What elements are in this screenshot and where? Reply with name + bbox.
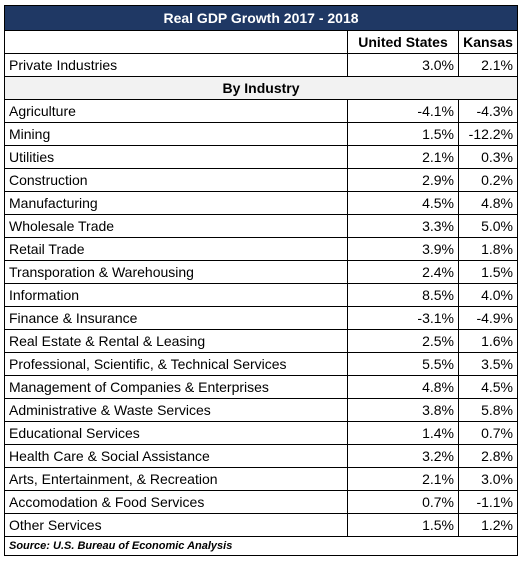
industry-row: Manufacturing 4.5% 4.8%	[4, 191, 519, 215]
value-cell: 1.2%	[457, 513, 519, 537]
industry-row: Utilities 2.1% 0.3%	[4, 145, 519, 169]
row-label: Wholesale Trade	[4, 214, 348, 238]
source: Source: U.S. Bureau of Economic Analysis	[3, 536, 519, 556]
industry-row: Educational Services 1.4% 0.7%	[4, 421, 519, 445]
row-label: Real Estate & Rental & Leasing	[4, 329, 348, 353]
value-cell: 8.5%	[347, 283, 459, 307]
row-label: Information	[4, 283, 348, 307]
value-cell: 3.2%	[347, 444, 459, 468]
industry-row: Management of Companies & Enterprises 4.8…	[4, 375, 519, 399]
value-cell: 3.5%	[457, 352, 519, 376]
value-cell: 1.5%	[347, 122, 459, 146]
value-cell: -4.9%	[457, 306, 519, 330]
value-cell: 0.3%	[457, 145, 519, 169]
industry-row: Finance & Insurance -3.1% -4.9%	[4, 306, 519, 330]
row-label: Accomodation & Food Services	[4, 490, 348, 514]
row-label: Health Care & Social Assistance	[4, 444, 348, 468]
row-label: Finance & Insurance	[4, 306, 348, 330]
row-label: Private Industries	[4, 53, 348, 77]
value-cell: 4.5%	[457, 375, 519, 399]
row-label: Transporation & Warehousing	[4, 260, 348, 284]
header-cell: United States	[347, 30, 459, 54]
row-label: Other Services	[4, 513, 348, 537]
industry-row: Administrative & Waste Services 3.8% 5.8%	[4, 398, 519, 422]
title-row: Real GDP Growth 2017 - 2018	[3, 5, 519, 31]
header-cell: Kansas	[457, 30, 519, 54]
industry-row: Professional, Scientific, & Technical Se…	[4, 352, 519, 376]
value-cell: 0.7%	[347, 490, 459, 514]
value-cell: -1.1%	[457, 490, 519, 514]
value-cell: 0.2%	[457, 168, 519, 192]
value-cell: 1.4%	[347, 421, 459, 445]
row-label: Manufacturing	[4, 191, 348, 215]
value-cell: 2.1%	[347, 467, 459, 491]
value-cell: -4.3%	[457, 99, 519, 123]
industry-row: Other Services 1.5% 1.2%	[4, 513, 519, 537]
source-row: Source: U.S. Bureau of Economic Analysis	[3, 536, 519, 556]
section-row: By Industry	[3, 76, 519, 100]
value-cell: -4.1%	[347, 99, 459, 123]
industry-row: Mining 1.5% -12.2%	[4, 122, 519, 146]
value-cell: 0.7%	[457, 421, 519, 445]
value-cell: 3.8%	[347, 398, 459, 422]
value-cell: 1.6%	[457, 329, 519, 353]
row-label: Educational Services	[4, 421, 348, 445]
industry-row: Agriculture -4.1% -4.3%	[4, 99, 519, 123]
row-label: Agriculture	[4, 99, 348, 123]
value-cell: 3.3%	[347, 214, 459, 238]
industry-row: Arts, Entertainment, & Recreation 2.1% 3.0…	[4, 467, 519, 491]
value-cell: 2.4%	[347, 260, 459, 284]
industry-row: Health Care & Social Assistance 3.2% 2.8%	[4, 444, 519, 468]
row-label: Management of Companies & Enterprises	[4, 375, 348, 399]
value-cell: 2.5%	[347, 329, 459, 353]
value-cell: 3.0%	[347, 53, 459, 77]
row-label: Retail Trade	[4, 237, 348, 261]
value-cell: 5.5%	[347, 352, 459, 376]
value-cell: 3.9%	[347, 237, 459, 261]
header-row: United States Kansas	[4, 30, 519, 54]
value-cell: -3.1%	[347, 306, 459, 330]
row-label: Utilities	[4, 145, 348, 169]
industry-row: Wholesale Trade 3.3% 5.0%	[4, 214, 519, 238]
value-cell: 2.8%	[457, 444, 519, 468]
value-cell: 4.5%	[347, 191, 459, 215]
industry-row: Information 8.5% 4.0%	[4, 283, 519, 307]
gdp-table: Real GDP Growth 2017 - 2018 United State…	[3, 5, 519, 556]
row-label: Mining	[4, 122, 348, 146]
industry-row: Real Estate & Rental & Leasing 2.5% 1.6%	[4, 329, 519, 353]
industry-row: Accomodation & Food Services 0.7% -1.1%	[4, 490, 519, 514]
value-cell: 5.8%	[457, 398, 519, 422]
row-label: Arts, Entertainment, & Recreation	[4, 467, 348, 491]
value-cell: 4.0%	[457, 283, 519, 307]
value-cell: 1.8%	[457, 237, 519, 261]
value-cell: -12.2%	[457, 122, 519, 146]
summary-row: Private Industries 3.0% 2.1%	[4, 53, 519, 77]
value-cell: 2.1%	[457, 53, 519, 77]
header-cell	[4, 30, 348, 54]
value-cell: 1.5%	[347, 513, 459, 537]
value-cell: 3.0%	[457, 467, 519, 491]
industry-row: Retail Trade 3.9% 1.8%	[4, 237, 519, 261]
value-cell: 5.0%	[457, 214, 519, 238]
value-cell: 4.8%	[347, 375, 459, 399]
value-cell: 2.9%	[347, 168, 459, 192]
value-cell: 2.1%	[347, 145, 459, 169]
row-label: Construction	[4, 168, 348, 192]
industry-row: Transporation & Warehousing 2.4% 1.5%	[4, 260, 519, 284]
section-title: By Industry	[3, 76, 519, 100]
industry-row: Construction 2.9% 0.2%	[4, 168, 519, 192]
row-label: Professional, Scientific, & Technical Se…	[4, 352, 348, 376]
value-cell: 4.8%	[457, 191, 519, 215]
row-label: Administrative & Waste Services	[4, 398, 348, 422]
value-cell: 1.5%	[457, 260, 519, 284]
title: Real GDP Growth 2017 - 2018	[3, 5, 519, 31]
